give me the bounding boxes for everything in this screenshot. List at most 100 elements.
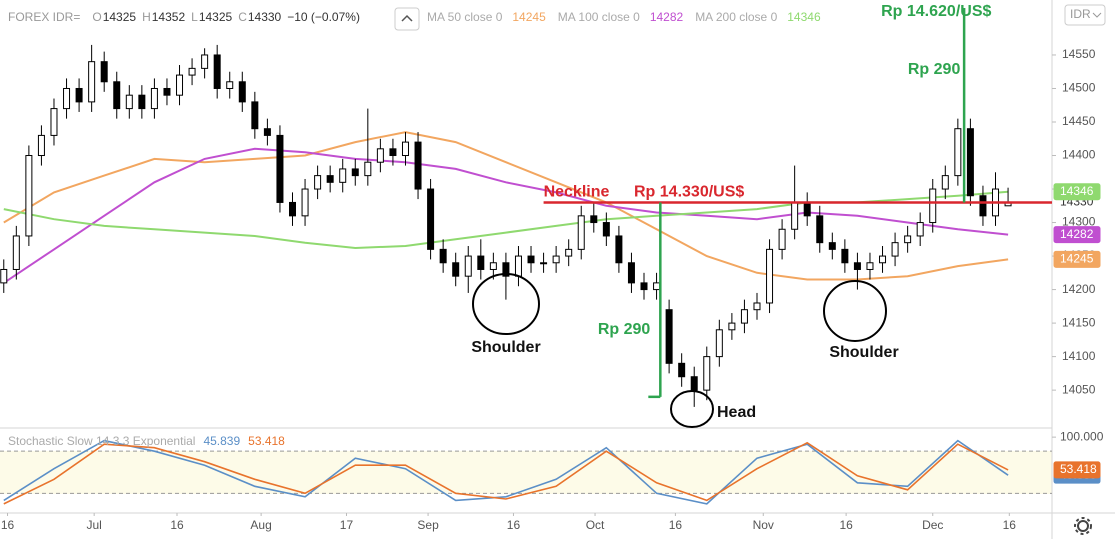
- price-badge: [1053, 226, 1101, 244]
- candle-body: [540, 262, 548, 265]
- candle-body: [50, 108, 58, 136]
- candle-body: [753, 302, 761, 311]
- candle-body: [715, 329, 723, 358]
- price-badge: [1053, 183, 1101, 201]
- candle-body: [690, 376, 698, 391]
- candle-body: [12, 235, 20, 270]
- ma-name: MA 50 close 0: [427, 10, 503, 24]
- candle-body: [954, 128, 962, 177]
- price-badge-label: 14282: [1060, 227, 1094, 241]
- candle-body: [740, 309, 748, 324]
- shoulder-label: Shoulder: [829, 344, 898, 361]
- head-label: Head: [717, 404, 756, 421]
- ohlc-value: 14325: [199, 10, 233, 24]
- candle-body: [916, 222, 924, 237]
- candle-body: [100, 61, 108, 83]
- x-tick-label: 16: [170, 518, 184, 532]
- candle-body: [289, 201, 297, 217]
- y-tick-label: 14500: [1062, 81, 1096, 95]
- candle-body: [879, 255, 887, 264]
- candle-body: [527, 255, 535, 264]
- candle-body: [577, 215, 585, 250]
- target-label: Rp 14.620/US$: [881, 3, 991, 20]
- candle-body: [552, 255, 560, 264]
- candle-body: [678, 362, 686, 378]
- candle-body: [125, 94, 133, 110]
- gear-teeth: [1074, 517, 1092, 535]
- x-tick-label: Oct: [586, 518, 605, 532]
- candle-body: [238, 81, 246, 103]
- candle-body: [37, 134, 45, 157]
- candle-body: [427, 188, 435, 250]
- chevron-icon: [401, 14, 413, 22]
- stoch-title: Stochastic Slow 14 3 3 Exponential: [8, 434, 195, 448]
- candle-body: [979, 195, 987, 217]
- ohlc-key: O: [92, 10, 101, 24]
- y-tick-label: 14150: [1062, 315, 1096, 329]
- candle-body: [853, 262, 861, 270]
- candle-body: [627, 262, 635, 284]
- price-badge-label: 14245: [1060, 252, 1094, 266]
- ohlc-value: 14330: [248, 10, 282, 24]
- stoch-value: 53.418: [248, 434, 285, 448]
- candle-body: [276, 134, 284, 203]
- x-tick-label: 16: [1, 518, 15, 532]
- y-tick-label: 14100: [1062, 349, 1096, 363]
- candle-body: [226, 81, 234, 89]
- candle-body: [364, 161, 372, 177]
- shoulder-circle: [472, 273, 540, 335]
- currency-button[interactable]: [1064, 4, 1106, 26]
- candle-body: [816, 215, 824, 244]
- candle-body: [176, 74, 184, 96]
- gear: [1077, 520, 1089, 532]
- ma-value: 14245: [512, 10, 546, 24]
- collapse-button[interactable]: [394, 7, 420, 31]
- x-tick-label: 16: [507, 518, 521, 532]
- x-tick-label: 16: [839, 518, 853, 532]
- price-axis: 1405014100141501420014250143001435014400…: [1, 47, 1104, 532]
- x-tick-label: Dec: [922, 518, 943, 532]
- y-tick-label: 14300: [1062, 215, 1096, 229]
- plot-area: [0, 44, 1052, 505]
- candle-body: [590, 215, 598, 224]
- candle-body: [966, 128, 974, 197]
- candle-body: [514, 255, 522, 277]
- change: −10 (−0.07%): [287, 10, 360, 24]
- candle-body: [866, 262, 874, 270]
- price-badge-label: 53.418: [1060, 462, 1097, 476]
- candle-body: [602, 222, 610, 237]
- candle-body: [414, 141, 422, 190]
- candle-body: [640, 282, 648, 291]
- ohlc-value: 14352: [152, 10, 186, 24]
- stoch-value: 45.839: [203, 434, 240, 448]
- symbol: FOREX IDR=: [8, 10, 80, 24]
- candle-body: [653, 282, 661, 291]
- ohlc-value: 14325: [103, 10, 137, 24]
- candle-body: [828, 242, 836, 250]
- candle-body: [251, 101, 259, 130]
- moving-average: [3, 131, 1009, 281]
- candle-body: [188, 67, 196, 76]
- neckline-price: Rp 14.330/US$: [634, 184, 744, 201]
- candle-body: [75, 87, 83, 103]
- x-tick-label: Jul: [86, 518, 101, 532]
- candle-body: [138, 94, 146, 110]
- x-tick-label: Sep: [417, 518, 439, 532]
- candle-body: [351, 168, 359, 177]
- stochastic-line: [3, 439, 1009, 505]
- candle-body: [25, 155, 33, 237]
- candle-body: [263, 128, 271, 136]
- candle-body: [439, 248, 447, 264]
- candle-body: [401, 141, 409, 157]
- y-tick-label: 14050: [1062, 382, 1096, 396]
- ma-value: 14346: [787, 10, 821, 24]
- candle-body: [904, 235, 912, 244]
- ohlc-key: H: [142, 10, 151, 24]
- ma-name: MA 100 close 0: [558, 10, 640, 24]
- candle-body: [150, 87, 158, 110]
- settings-icon[interactable]: [1074, 517, 1092, 535]
- y-tick-label: 14400: [1062, 148, 1096, 162]
- candle-body: [728, 322, 736, 331]
